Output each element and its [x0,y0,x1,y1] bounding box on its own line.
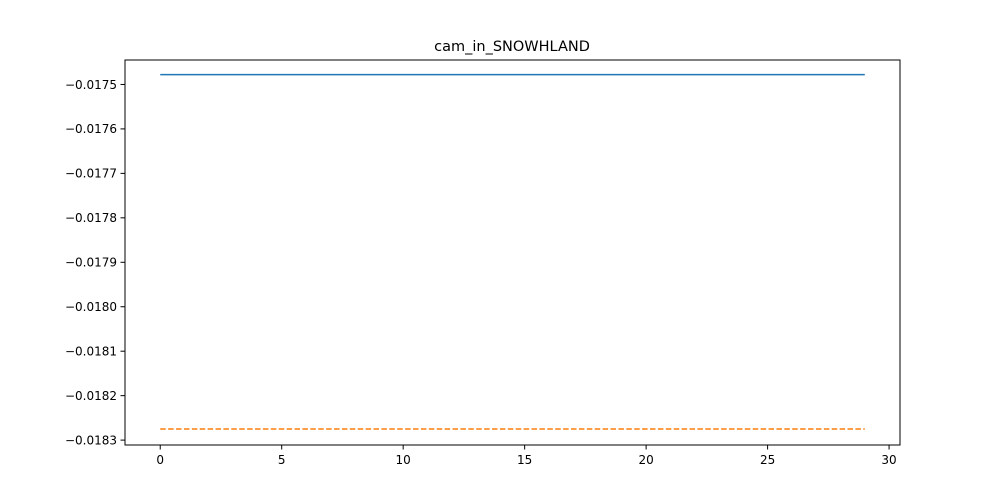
y-tick-label: −0.0183 [65,433,117,447]
y-axis: −0.0175 −0.0176 −0.0177 −0.0178 −0.0179 −0.01… [65,78,125,447]
x-tick-label: 10 [396,453,411,467]
x-tick-label: 25 [760,453,775,467]
x-tick-label: 15 [517,453,532,467]
y-tick-label: −0.0175 [65,78,117,92]
x-axis: 0 5 10 15 20 25 30 [156,445,897,467]
chart-title: cam_in_SNOWHLAND [434,39,590,55]
x-tick-label: 0 [156,453,164,467]
x-tick-label: 5 [278,453,286,467]
y-tick-label: −0.0179 [65,256,117,270]
y-tick-label: −0.0180 [65,300,117,314]
x-tick-label: 30 [881,453,896,467]
y-tick-label: −0.0178 [65,211,117,225]
series-layer [160,73,865,430]
y-tick-label: −0.0176 [65,122,117,136]
y-tick-label: −0.0182 [65,389,117,403]
x-tick-label: 20 [638,453,653,467]
plot-frame [124,59,901,446]
y-tick-label: −0.0177 [65,167,117,181]
y-tick-label: −0.0181 [65,344,117,358]
